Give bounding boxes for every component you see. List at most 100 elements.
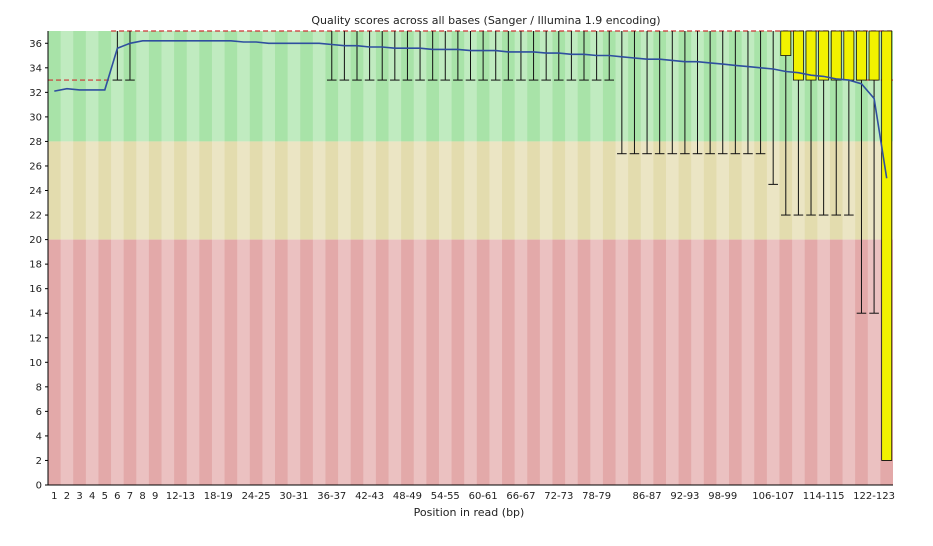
y-tick-label: 30 — [29, 112, 42, 123]
x-tick-label: 2 — [64, 491, 70, 502]
x-tick-label: 18-19 — [204, 491, 233, 502]
x-tick-label: 122-123 — [853, 491, 895, 502]
mean-line — [54, 40, 888, 179]
chart-title: Quality scores across all bases (Sanger … — [311, 14, 660, 27]
box — [856, 30, 867, 81]
box — [881, 30, 893, 461]
column-stripe — [413, 31, 427, 485]
column-stripe — [539, 31, 553, 485]
zone-reasonable — [48, 141, 893, 240]
y-tick-label: 6 — [36, 407, 42, 418]
x-tick-label: 9 — [152, 491, 158, 502]
y-tick-label: 24 — [29, 186, 42, 197]
boxes — [780, 30, 893, 461]
column-stripe — [338, 31, 351, 485]
column-stripe — [464, 31, 477, 485]
x-tick-label: 4 — [89, 491, 95, 502]
x-tick-label: 54-55 — [431, 491, 460, 502]
column-stripe — [136, 31, 149, 485]
x-tick-label: 42-43 — [355, 491, 384, 502]
y-tick-label: 10 — [29, 358, 42, 369]
column-stripe — [716, 31, 730, 485]
x-tick-label: 72-73 — [544, 491, 573, 502]
x-tick-label: 8 — [139, 491, 145, 502]
x-tick-label: 7 — [127, 491, 133, 502]
x-tick-label: 106-107 — [752, 491, 794, 502]
box — [868, 30, 880, 81]
column-stripe — [565, 31, 578, 485]
column-stripe — [665, 31, 679, 485]
column-stripe — [237, 31, 250, 485]
y-tick-label: 2 — [36, 456, 42, 467]
y-tick-label: 12 — [29, 333, 42, 344]
x-tick-label: 5 — [102, 491, 108, 502]
y-tick-label: 28 — [29, 137, 42, 148]
y-tick-label: 20 — [29, 235, 42, 246]
x-tick-label: 36-37 — [317, 491, 346, 502]
box — [805, 30, 817, 81]
y-tick-label: 16 — [29, 284, 42, 295]
column-stripe — [388, 31, 402, 485]
zone-poor — [48, 239, 893, 485]
box — [830, 30, 842, 81]
x-tick-label: 78-79 — [582, 491, 611, 502]
column-stripe — [287, 31, 301, 485]
x-tick-label: 60-61 — [469, 491, 498, 502]
column-stripe — [363, 31, 376, 485]
x-tick-label: 3 — [76, 491, 82, 502]
x-tick-label: 66-67 — [506, 491, 535, 502]
column-stripe — [262, 31, 276, 485]
column-stripe — [741, 31, 755, 485]
y-tick-label: 32 — [29, 88, 42, 99]
column-stripe — [438, 31, 452, 485]
y-tick-label: 0 — [36, 481, 42, 492]
column-stripe — [615, 31, 629, 485]
column-stripe — [640, 31, 654, 485]
x-tick-label: 24-25 — [242, 491, 271, 502]
y-tick-label: 22 — [29, 211, 42, 222]
column-stripe — [161, 31, 175, 485]
column-stripe — [111, 31, 124, 485]
column-stripes — [60, 31, 881, 485]
column-stripe — [514, 31, 528, 485]
box — [780, 30, 792, 56]
mean-line-group — [54, 40, 888, 179]
x-tick-label: 30-31 — [279, 491, 308, 502]
box — [792, 30, 804, 81]
column-stripe — [60, 31, 74, 485]
x-axis-title: Position in read (bp) — [414, 506, 525, 519]
x-tick-label: 98-99 — [708, 491, 737, 502]
y-tick-label: 4 — [36, 431, 42, 442]
column-stripe — [312, 31, 326, 485]
column-stripe — [590, 31, 603, 485]
y-tick-label: 36 — [29, 39, 42, 50]
x-tick-labels: 1 2 3 4 5 6 7 8 9 12-13 18-19 24-25 30-31 36-37 42-43 4… — [51, 491, 895, 502]
column-stripe — [691, 31, 704, 485]
axes — [47, 31, 893, 486]
box — [818, 30, 830, 81]
x-tick-label: 92-93 — [670, 491, 699, 502]
x-tick-label: 86-87 — [633, 491, 662, 502]
column-stripe — [766, 31, 780, 485]
column-stripe — [85, 31, 99, 485]
x-tick-label: 12-13 — [166, 491, 195, 502]
x-tick-label: 1 — [51, 491, 57, 502]
x-tick-label: 48-49 — [393, 491, 422, 502]
column-stripe — [211, 31, 225, 485]
column-stripe — [817, 31, 830, 485]
column-stripe — [186, 31, 200, 485]
column-stripe — [792, 31, 805, 485]
y-tick-label: 26 — [29, 161, 42, 172]
column-stripe — [842, 31, 856, 485]
column-stripe — [489, 31, 503, 485]
box — [843, 30, 855, 81]
x-tick-label: 114-115 — [803, 491, 845, 502]
x-tick-label: 6 — [114, 491, 120, 502]
y-tick-label: 34 — [29, 63, 42, 74]
y-tick-label: 14 — [29, 309, 42, 320]
y-tick-label: 8 — [36, 382, 42, 393]
y-tick-label: 18 — [29, 260, 42, 271]
